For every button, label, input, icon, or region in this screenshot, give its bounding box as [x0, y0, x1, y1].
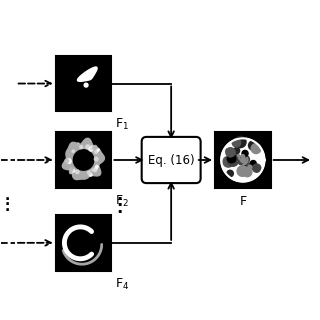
Circle shape: [95, 167, 97, 170]
Bar: [215, 132, 271, 188]
Circle shape: [97, 149, 99, 151]
Bar: [56, 56, 111, 111]
Circle shape: [252, 164, 261, 172]
Circle shape: [241, 159, 247, 166]
Polygon shape: [62, 138, 104, 180]
Circle shape: [231, 153, 236, 158]
Circle shape: [241, 157, 246, 163]
Circle shape: [241, 156, 245, 162]
Circle shape: [237, 156, 241, 159]
Circle shape: [2, 76, 16, 91]
Circle shape: [238, 156, 248, 165]
Circle shape: [76, 170, 79, 173]
Circle shape: [94, 157, 98, 161]
Circle shape: [77, 143, 79, 145]
Circle shape: [235, 136, 246, 148]
Polygon shape: [73, 150, 94, 170]
Circle shape: [92, 169, 94, 171]
Bar: [56, 215, 111, 271]
Circle shape: [239, 161, 242, 164]
Text: .: .: [4, 189, 10, 203]
Circle shape: [72, 169, 75, 172]
Circle shape: [243, 168, 252, 177]
Circle shape: [94, 150, 98, 154]
Text: F$_4$: F$_4$: [115, 276, 130, 292]
Circle shape: [84, 83, 88, 87]
Circle shape: [248, 165, 252, 169]
Circle shape: [69, 168, 73, 171]
Circle shape: [227, 154, 236, 163]
Text: F: F: [239, 195, 246, 208]
Circle shape: [72, 150, 74, 152]
Text: .: .: [116, 186, 123, 204]
Polygon shape: [221, 138, 265, 182]
Bar: [56, 132, 111, 188]
Circle shape: [90, 147, 93, 150]
Circle shape: [93, 145, 97, 150]
Circle shape: [251, 144, 261, 154]
Circle shape: [226, 149, 230, 153]
FancyBboxPatch shape: [142, 137, 201, 183]
Circle shape: [246, 163, 252, 169]
Circle shape: [228, 156, 238, 166]
Text: .: .: [116, 199, 123, 217]
Circle shape: [240, 157, 246, 164]
Circle shape: [91, 146, 93, 148]
Circle shape: [249, 141, 258, 150]
Circle shape: [87, 171, 91, 174]
Polygon shape: [77, 67, 97, 81]
Text: Eq. (16): Eq. (16): [148, 154, 195, 166]
Circle shape: [65, 159, 68, 163]
Text: F$_2$: F$_2$: [115, 194, 129, 209]
Text: .: .: [4, 200, 10, 214]
Text: .: .: [116, 192, 123, 211]
Text: F$_1$: F$_1$: [115, 117, 129, 132]
Circle shape: [94, 169, 97, 172]
Circle shape: [70, 171, 73, 173]
Circle shape: [96, 165, 98, 168]
Circle shape: [227, 159, 232, 164]
Circle shape: [69, 171, 72, 173]
Circle shape: [67, 159, 71, 164]
Circle shape: [232, 139, 241, 147]
Circle shape: [226, 148, 235, 157]
Circle shape: [242, 150, 248, 156]
Circle shape: [89, 173, 92, 176]
Text: .: .: [4, 195, 10, 208]
Circle shape: [223, 156, 234, 167]
Circle shape: [228, 150, 239, 161]
Circle shape: [86, 145, 90, 149]
Circle shape: [241, 155, 250, 164]
Circle shape: [67, 158, 70, 162]
Circle shape: [80, 146, 83, 148]
Circle shape: [250, 161, 256, 166]
Circle shape: [241, 155, 244, 158]
Circle shape: [89, 147, 93, 151]
Circle shape: [227, 170, 233, 177]
Circle shape: [237, 166, 248, 176]
Circle shape: [234, 148, 240, 154]
